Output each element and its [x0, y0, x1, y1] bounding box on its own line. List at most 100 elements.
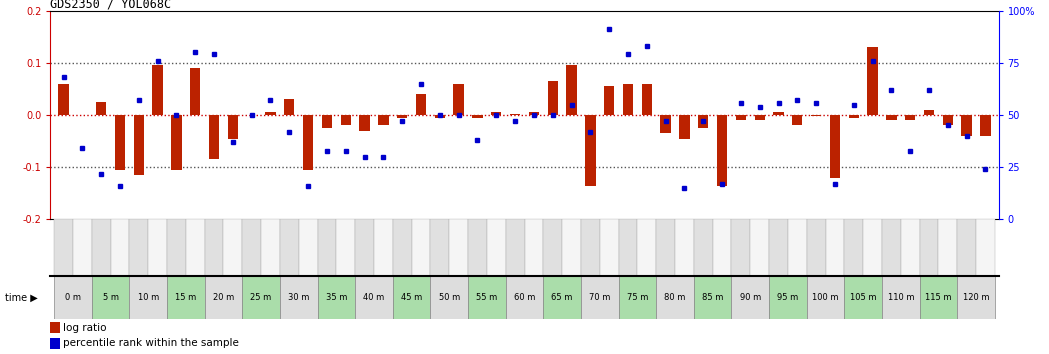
Text: 65 m: 65 m: [552, 293, 573, 302]
Bar: [261, 219, 280, 276]
Text: 100 m: 100 m: [812, 293, 839, 302]
Text: 40 m: 40 m: [363, 293, 385, 302]
Bar: [242, 219, 261, 276]
Bar: [374, 219, 392, 276]
Bar: [468, 219, 487, 276]
Text: 110 m: 110 m: [887, 293, 914, 302]
Bar: [59, 84, 68, 115]
Bar: [939, 219, 958, 276]
Bar: [811, 115, 821, 116]
Bar: [133, 115, 144, 175]
Bar: [205, 219, 223, 276]
Bar: [943, 115, 954, 126]
Bar: [430, 219, 449, 276]
Bar: [882, 276, 920, 319]
Bar: [638, 219, 657, 276]
Bar: [223, 219, 242, 276]
Bar: [844, 219, 863, 276]
Bar: [901, 219, 920, 276]
Bar: [341, 115, 351, 126]
Text: 115 m: 115 m: [925, 293, 951, 302]
Text: 15 m: 15 m: [175, 293, 196, 302]
Bar: [657, 276, 693, 319]
Bar: [209, 115, 219, 159]
Bar: [411, 219, 430, 276]
Bar: [924, 110, 935, 115]
Text: 95 m: 95 m: [777, 293, 798, 302]
Bar: [152, 65, 163, 115]
Text: 25 m: 25 m: [251, 293, 272, 302]
Bar: [415, 94, 426, 115]
Bar: [581, 219, 600, 276]
Text: percentile rank within the sample: percentile rank within the sample: [63, 338, 239, 348]
Bar: [318, 276, 356, 319]
Text: 70 m: 70 m: [590, 293, 611, 302]
Bar: [303, 115, 314, 170]
Bar: [50, 322, 60, 333]
Bar: [830, 115, 840, 178]
Bar: [976, 219, 994, 276]
Text: 20 m: 20 m: [213, 293, 234, 302]
Bar: [693, 219, 712, 276]
Bar: [585, 115, 596, 185]
Text: GDS2350 / YOL068C: GDS2350 / YOL068C: [50, 0, 171, 11]
Bar: [543, 219, 562, 276]
Text: 55 m: 55 m: [476, 293, 497, 302]
Bar: [619, 276, 657, 319]
Bar: [491, 113, 501, 115]
Bar: [920, 276, 958, 319]
Text: 120 m: 120 m: [963, 293, 989, 302]
Text: 5 m: 5 m: [103, 293, 119, 302]
Bar: [299, 219, 318, 276]
Text: 45 m: 45 m: [401, 293, 423, 302]
Bar: [807, 276, 844, 319]
Bar: [529, 113, 539, 115]
Bar: [731, 276, 769, 319]
Bar: [826, 219, 844, 276]
Bar: [167, 276, 205, 319]
Bar: [148, 219, 167, 276]
Bar: [604, 86, 615, 115]
Text: 75 m: 75 m: [626, 293, 648, 302]
Bar: [205, 276, 242, 319]
Bar: [434, 115, 445, 118]
Bar: [322, 115, 333, 128]
Bar: [868, 47, 878, 115]
Text: 50 m: 50 m: [438, 293, 459, 302]
Bar: [242, 276, 280, 319]
Bar: [698, 115, 708, 128]
Bar: [754, 115, 765, 120]
Bar: [265, 113, 276, 115]
Bar: [360, 115, 369, 131]
Bar: [472, 115, 483, 118]
Bar: [844, 276, 882, 319]
Bar: [318, 219, 337, 276]
Bar: [55, 219, 73, 276]
Bar: [623, 84, 634, 115]
Text: 85 m: 85 m: [702, 293, 724, 302]
Bar: [129, 276, 167, 319]
Bar: [600, 219, 619, 276]
Text: 0 m: 0 m: [65, 293, 81, 302]
Text: 105 m: 105 m: [850, 293, 876, 302]
Bar: [981, 115, 990, 136]
Bar: [280, 276, 318, 319]
Bar: [661, 115, 670, 133]
Bar: [453, 84, 464, 115]
Bar: [50, 338, 60, 349]
Bar: [430, 276, 468, 319]
Bar: [712, 219, 731, 276]
Bar: [693, 276, 731, 319]
Bar: [506, 276, 543, 319]
Bar: [73, 219, 91, 276]
Bar: [731, 219, 750, 276]
Bar: [735, 115, 746, 120]
Bar: [543, 276, 581, 319]
Bar: [769, 219, 788, 276]
Bar: [642, 84, 652, 115]
Bar: [379, 115, 388, 126]
Bar: [392, 276, 430, 319]
Bar: [562, 219, 581, 276]
Text: 35 m: 35 m: [325, 293, 347, 302]
Bar: [91, 219, 110, 276]
